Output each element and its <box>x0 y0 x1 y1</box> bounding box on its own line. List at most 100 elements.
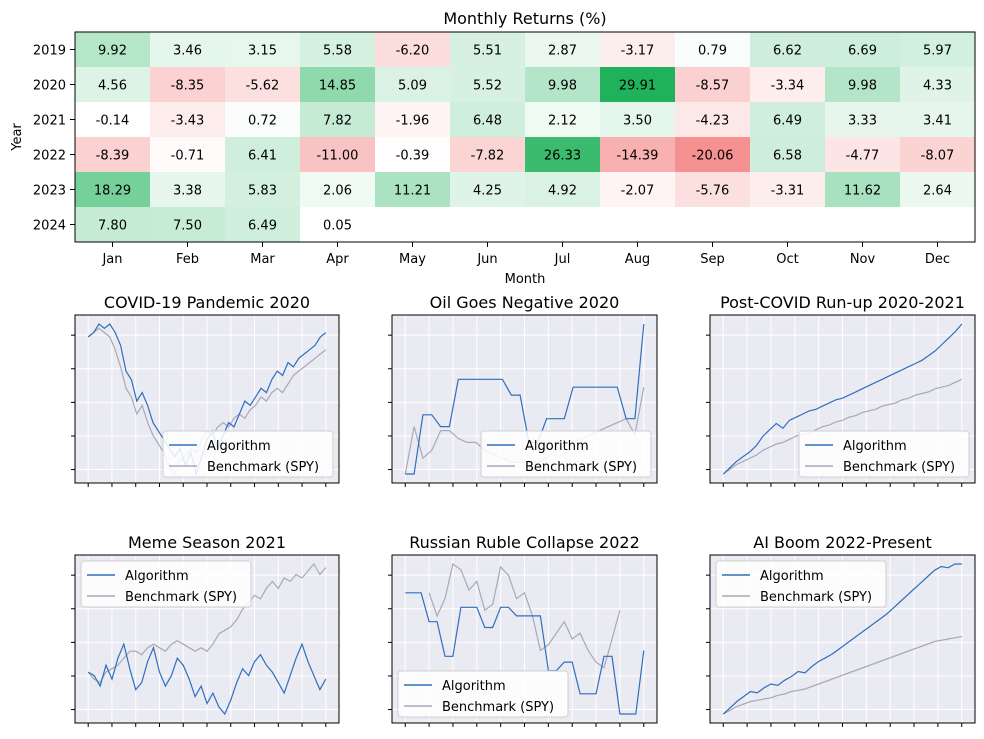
legend-box <box>80 560 252 608</box>
heatmap-cell-value: 2.64 <box>923 184 952 199</box>
heatmap-cell <box>825 172 900 207</box>
heatmap-cell-value: 6.69 <box>848 44 877 59</box>
heatmap-cell-value: 5.52 <box>473 79 502 94</box>
heatmap-month-label: Feb <box>176 252 199 267</box>
heatmap-cell <box>750 102 825 137</box>
heatmap-cell-value: 9.98 <box>548 79 577 94</box>
heatmap-cell-value: 4.25 <box>473 184 502 199</box>
heatmap-cell <box>225 207 300 242</box>
heatmap-year-label: 2022 <box>33 149 66 164</box>
heatmap-cell <box>375 102 450 137</box>
heatmap-cell-value: -14.39 <box>617 149 659 164</box>
heatmap-cell-value: -3.34 <box>771 79 805 94</box>
heatmap-title: Monthly Returns (%) <box>443 9 606 28</box>
heatmap-year-label: 2020 <box>33 79 66 94</box>
heatmap-cell-value: -1.96 <box>396 114 430 129</box>
heatmap-cell <box>675 67 750 102</box>
subplot-3: Post-COVID Run-up 2020-2021 Algorithm Benc… <box>706 293 976 487</box>
series-line-benchmark <box>87 562 327 684</box>
heatmap-cell-value: -0.39 <box>396 149 430 164</box>
heatmap-cell-value: 3.50 <box>623 114 652 129</box>
heatmap-month-label: Mar <box>250 252 275 267</box>
heatmap-cell <box>450 102 525 137</box>
heatmap-cell-value: 0.79 <box>698 44 727 59</box>
heatmap-cell-value: 5.09 <box>398 79 427 94</box>
heatmap-cell <box>300 32 375 67</box>
subplot-title: Meme Season 2021 <box>128 533 286 552</box>
legend-label-benchmark: Benchmark (SPY) <box>760 590 872 605</box>
heatmap-cell-value: 0.72 <box>248 114 277 129</box>
subplot-title: Oil Goes Negative 2020 <box>430 293 620 312</box>
legend-label-benchmark: Benchmark (SPY) <box>525 460 637 475</box>
heatmap-cell-value: 6.41 <box>248 149 277 164</box>
heatmap-frame <box>74 31 976 243</box>
series-line-algorithm <box>405 323 645 475</box>
heatmap-cell-value: 2.87 <box>548 44 577 59</box>
heatmap-year-label: 2023 <box>33 184 66 199</box>
subplot-frame <box>391 314 658 484</box>
heatmap-cell <box>675 172 750 207</box>
heatmap-cell-value: -8.35 <box>171 79 205 94</box>
heatmap-month-label: Jun <box>476 252 497 267</box>
heatmap-cell <box>750 137 825 172</box>
legend: Algorithm Benchmark (SPY) <box>715 560 887 608</box>
heatmap-cell <box>225 102 300 137</box>
heatmap-cell <box>150 172 225 207</box>
heatmap-cell <box>525 102 600 137</box>
heatmap-cell-value: -20.06 <box>692 149 734 164</box>
heatmap-year-ticks: 2019 2020 2021 2022 2023 2024 <box>33 44 75 234</box>
heatmap-cell-value: -8.57 <box>696 79 730 94</box>
heatmap-cell <box>450 32 525 67</box>
heatmap-monthly-returns: Monthly Returns (%) 9.92 3.46 3.15 5.58 -6.2… <box>10 9 976 287</box>
heatmap-cell <box>300 102 375 137</box>
heatmap-cell-value: 6.49 <box>248 219 277 234</box>
heatmap-cell-value: 3.33 <box>848 114 877 129</box>
heatmap-cell-value: 29.91 <box>619 79 656 94</box>
heatmap-cell-value: 5.83 <box>248 184 277 199</box>
heatmap-cell-value: 3.15 <box>248 44 277 59</box>
heatmap-cell <box>150 207 225 242</box>
heatmap-cell-value: 3.38 <box>173 184 202 199</box>
legend-label-algorithm: Algorithm <box>442 679 506 694</box>
heatmap-cell <box>750 67 825 102</box>
heatmap-cell-value: 4.33 <box>923 79 952 94</box>
heatmap-cells <box>75 32 975 242</box>
subplot-title: Russian Ruble Collapse 2022 <box>409 533 640 552</box>
heatmap-cell-value: 7.50 <box>173 219 202 234</box>
heatmap-month-label: Jan <box>101 252 122 267</box>
heatmap-cell-value: -8.07 <box>921 149 955 164</box>
series-line-benchmark <box>723 635 962 715</box>
heatmap-cell-value: 4.56 <box>98 79 127 94</box>
heatmap-cell-value: -0.71 <box>171 149 205 164</box>
heatmap-cell <box>375 67 450 102</box>
subplot-title: COVID-19 Pandemic 2020 <box>104 293 310 312</box>
heatmap-cell <box>225 67 300 102</box>
heatmap-cell-value: 5.51 <box>473 44 502 59</box>
heatmap-cell <box>525 67 600 102</box>
heatmap-cell-value: -4.77 <box>846 149 880 164</box>
heatmap-year-label: 2024 <box>33 219 66 234</box>
heatmap-cell <box>675 32 750 67</box>
heatmap-cell-value: 2.12 <box>548 114 577 129</box>
heatmap-cell <box>225 172 300 207</box>
heatmap-cell-value: -7.82 <box>471 149 505 164</box>
heatmap-cell-value: 3.41 <box>923 114 952 129</box>
heatmap-cell <box>600 32 675 67</box>
heatmap-cell-value: -4.23 <box>696 114 730 129</box>
heatmap-cell-value: 6.49 <box>773 114 802 129</box>
heatmap-cell-value: 2.06 <box>323 184 352 199</box>
subplot-title: Post-COVID Run-up 2020-2021 <box>720 293 965 312</box>
heatmap-cell <box>375 172 450 207</box>
heatmap-cell <box>450 172 525 207</box>
heatmap-cell <box>225 137 300 172</box>
subplot-1: COVID-19 Pandemic 2020 Algorithm Benchmark… <box>71 293 340 487</box>
legend: Algorithm Benchmark (SPY) <box>80 560 252 608</box>
heatmap-cell <box>75 207 150 242</box>
heatmap-month-label: Nov <box>850 252 876 267</box>
subplot-frame <box>709 554 976 724</box>
heatmap-cell-value: 9.98 <box>848 79 877 94</box>
subplot-4: Meme Season 2021 Algorithm Benchmark (SPY) <box>71 533 340 727</box>
heatmap-month-label: Jul <box>554 252 571 267</box>
heatmap-cell <box>900 102 975 137</box>
subplot-frame <box>709 314 976 484</box>
